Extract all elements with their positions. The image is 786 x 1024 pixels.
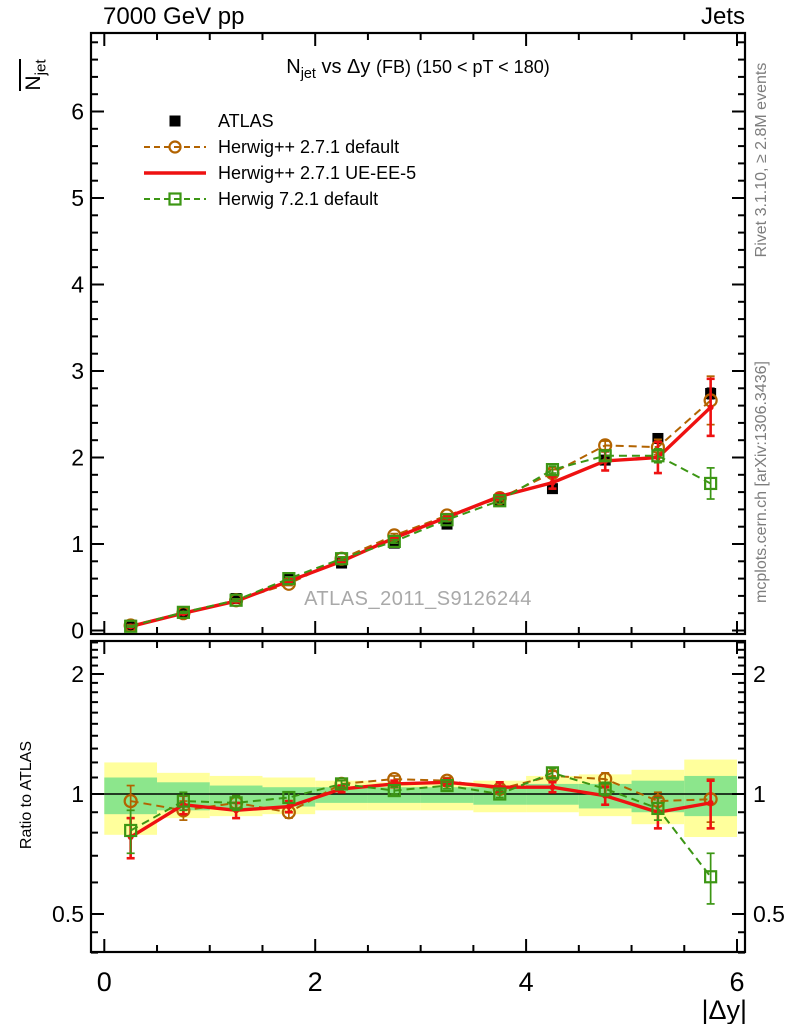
ratio-y-axis-label: Ratio to ATLAS xyxy=(18,740,35,850)
plot-title: Njet vs Δy (FB) (150 < pT < 180) xyxy=(91,56,745,82)
axis-tick-labels: 0 1 2 3 4 5 6 0.5 0.5 1 1 2 2 0 2 4 6 xyxy=(52,99,785,998)
title-vs-text: vs Δy xyxy=(315,56,376,78)
top-panel-frame xyxy=(89,31,747,636)
legend-label: Herwig 7.2.1 default xyxy=(218,188,379,209)
legend-label: Herwig++ 2.7.1 default xyxy=(218,136,400,157)
top-y-tick-label: 5 xyxy=(71,185,84,211)
top-panel-series xyxy=(123,375,718,633)
dashed-circle-marker-icon xyxy=(144,140,206,154)
ratio-y-tick-label-left: 2 xyxy=(71,661,84,687)
ratio-y-tick-label-right: 0.5 xyxy=(753,901,785,927)
x-tick-label: 2 xyxy=(308,967,323,997)
legend: ATLAS Herwig++ 2.7.1 default Herwig++ 2.… xyxy=(142,108,416,212)
ratio-panel-frame xyxy=(89,639,747,954)
top-y-tick-label: 2 xyxy=(71,445,84,471)
legend-entry-atlas: ATLAS xyxy=(142,108,416,134)
ratio-y-tick-label-right: 1 xyxy=(753,781,766,807)
top-y-tick-label: 3 xyxy=(71,358,84,384)
legend-label: Herwig++ 2.7.1 UE-EE-5 xyxy=(218,162,417,183)
x-tick-label: 0 xyxy=(97,967,112,997)
top-y-tick-label: 0 xyxy=(71,618,84,644)
njet-mean-symbol: Njet xyxy=(19,59,49,91)
legend-entry-herwig-default: Herwig++ 2.7.1 default xyxy=(142,134,416,160)
top-y-tick-label: 1 xyxy=(71,531,84,557)
dashed-square-marker-icon xyxy=(144,192,206,206)
ratio-panel-series xyxy=(123,766,718,905)
ratio-y-tick-label-left: 1 xyxy=(71,781,84,807)
legend-entry-herwig-ueee5: Herwig++ 2.7.1 UE-EE-5 xyxy=(142,160,416,186)
analysis-group-label: Jets xyxy=(700,3,745,30)
ratio-y-tick-label-right: 2 xyxy=(753,661,766,687)
title-symbol-subscript: jet xyxy=(300,66,316,83)
solid-line-marker-icon xyxy=(144,171,206,175)
top-y-tick-label: 4 xyxy=(71,272,84,298)
legend-entry-herwig7: Herwig 7.2.1 default xyxy=(142,186,416,212)
beam-energy-label: 7000 GeV pp xyxy=(103,3,245,30)
title-symbol: N xyxy=(286,56,301,78)
axis-ticks xyxy=(91,33,745,954)
x-tick-label: 6 xyxy=(729,967,744,997)
x-axis-label: |Δy| xyxy=(701,995,747,1024)
top-y-axis-label: Njet xyxy=(19,35,52,115)
legend-label: ATLAS xyxy=(218,110,274,131)
title-cut-text: (FB) (150 < pT < 180) xyxy=(375,57,550,77)
atlas-marker-icon xyxy=(169,115,181,127)
x-tick-label: 4 xyxy=(519,967,534,997)
rivet-version-note: Rivet 3.1.10, ≥ 2.8M events xyxy=(753,62,770,258)
analysis-watermark: ATLAS_2011_S9126244 xyxy=(304,588,532,610)
top-y-tick-label: 6 xyxy=(71,99,84,125)
mcplots-arxiv-note: mcplots.cern.ch [arXiv:1306.3436] xyxy=(753,361,770,603)
ratio-y-tick-label-left: 0.5 xyxy=(52,901,84,927)
